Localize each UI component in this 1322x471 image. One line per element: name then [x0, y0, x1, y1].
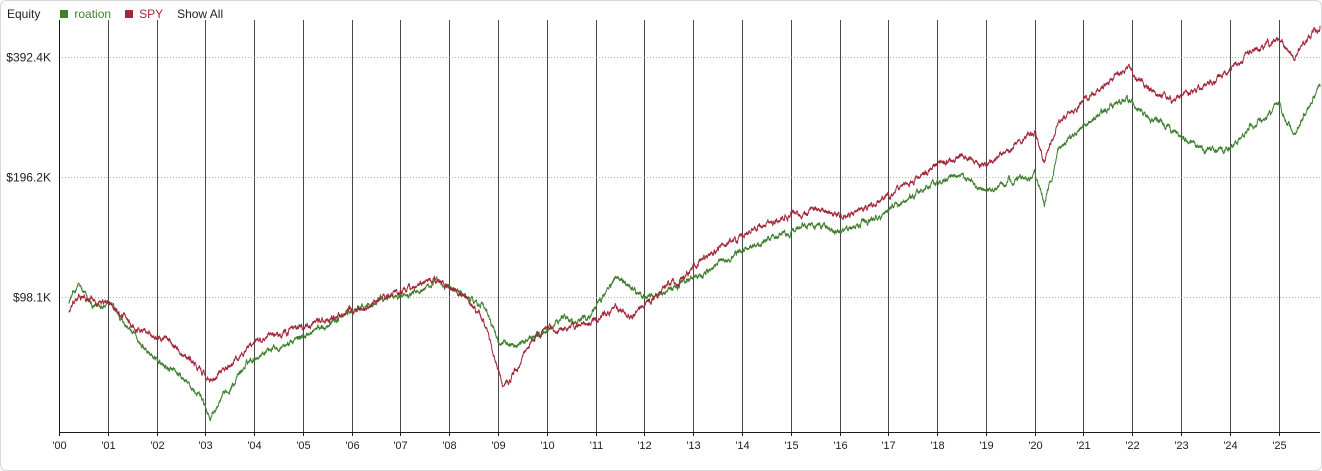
x-tick-label: '07 [393, 440, 407, 452]
x-tick-label: '18 [930, 440, 944, 452]
series-line-roation [68, 83, 1321, 422]
x-tick-label: '19 [979, 440, 993, 452]
x-tick-label: '00 [52, 440, 66, 452]
axes [59, 20, 1320, 436]
legend-item-spy[interactable]: SPY [125, 7, 163, 21]
x-tick-label: '08 [442, 440, 456, 452]
x-tick-label: '04 [247, 440, 261, 452]
x-tick-label: '25 [1272, 440, 1286, 452]
x-tick-label: '09 [491, 440, 505, 452]
chart-legend: Equity roation SPY Show All [7, 7, 223, 21]
x-tick-label: '05 [296, 440, 310, 452]
x-tick-label: '03 [198, 440, 212, 452]
y-tick-label: $392.4K [6, 51, 51, 65]
x-tick-label: '02 [150, 440, 164, 452]
x-tick-labels: '00 '01 '02 '03 '04 '05 '06 '07 '08 '09 '10 '11 '12 '… [52, 440, 1286, 452]
series-line-spy [68, 25, 1321, 388]
show-all-button[interactable]: Show All [177, 7, 224, 21]
x-tick-label: '13 [686, 440, 700, 452]
legend-swatch-spy [125, 10, 134, 18]
x-tick-label: '24 [1223, 440, 1237, 452]
vertical-gridlines [108, 20, 1280, 432]
x-tick-label: '06 [345, 440, 359, 452]
x-tick-label: '21 [1076, 440, 1090, 452]
x-tick-label: '20 [1028, 440, 1042, 452]
x-tick-label: '10 [540, 440, 554, 452]
legend-title: Equity [7, 7, 41, 21]
x-tick-label: '22 [1125, 440, 1139, 452]
legend-item-roation[interactable]: roation [60, 7, 111, 21]
x-tick-label: '17 [881, 440, 895, 452]
legend-label-spy: SPY [139, 7, 164, 21]
x-tick-label: '23 [1174, 440, 1188, 452]
x-tick-label: '11 [590, 440, 604, 452]
legend-label-roation: roation [74, 7, 112, 21]
x-tick-label: '15 [784, 440, 798, 452]
y-tick-labels: $98.1K $196.2K $392.4K [6, 51, 51, 305]
y-tick-label: $196.2K [6, 171, 51, 185]
y-tick-label: $98.1K [13, 291, 51, 305]
x-tick-label: '01 [101, 440, 115, 452]
x-tick-label: '12 [637, 440, 651, 452]
x-tick-label: '16 [833, 440, 847, 452]
legend-swatch-roation [60, 10, 69, 18]
horizontal-gridlines [59, 57, 1320, 298]
series-lines [68, 25, 1321, 422]
x-tick-label: '14 [735, 440, 749, 452]
